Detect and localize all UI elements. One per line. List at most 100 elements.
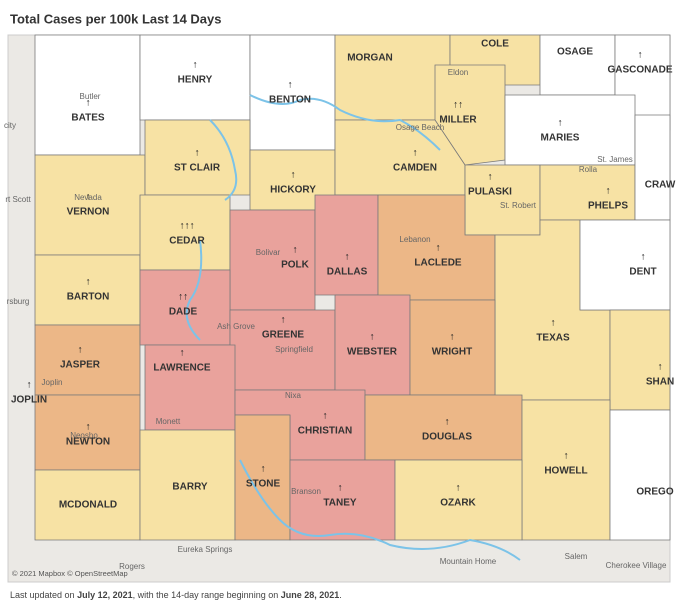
county	[139, 194, 231, 271]
county-label: HENRY	[178, 75, 213, 86]
trend-arrow: ↑	[293, 245, 298, 256]
trend-arrow: ↑	[450, 332, 455, 343]
trend-arrow: ↑	[641, 252, 646, 263]
trend-arrow: ↑	[658, 362, 663, 373]
county	[334, 34, 451, 121]
footer-text: , with the 14-day range beginning on	[132, 590, 281, 600]
place-label: St. James	[597, 155, 633, 164]
place-label: Rolla	[579, 165, 598, 174]
county	[34, 254, 141, 326]
county-label: BENTON	[269, 95, 311, 106]
county-label: DADE	[169, 307, 198, 318]
trend-arrow: ↑	[291, 170, 296, 181]
county-label: CAMDEN	[393, 163, 437, 174]
county-label: MILLER	[439, 115, 477, 126]
place-label: Mountain Home	[440, 557, 497, 566]
labels: Butler Eldon Osage Beach Nevada Lebanon St. R…	[4, 39, 676, 571]
lake	[249, 94, 441, 151]
county-label: GREENE	[262, 330, 305, 341]
trend-arrow: ↑	[445, 417, 450, 428]
footer: Last updated on July 12, 2021, with the …	[10, 590, 342, 600]
county	[364, 394, 523, 461]
county	[609, 309, 671, 411]
trend-arrow: ↑	[413, 148, 418, 159]
trend-arrow: ↑	[638, 50, 643, 61]
county-label: PHELPS	[588, 201, 628, 212]
trend-arrow: ↑	[456, 483, 461, 494]
place-label: Bolivar	[256, 248, 281, 257]
place-label: Salem	[565, 552, 588, 561]
county	[609, 409, 671, 541]
county-label: BATES	[71, 113, 104, 124]
county-label: BARRY	[172, 482, 208, 493]
county	[334, 294, 411, 396]
place-label: rt Scott	[5, 195, 31, 204]
trend-arrow: ↑	[323, 411, 328, 422]
trend-arrow: ↑	[86, 192, 91, 203]
footer-date: July 12, 2021	[77, 590, 133, 600]
place-label: Eldon	[448, 68, 468, 77]
place-label: rsburg	[7, 297, 30, 306]
trend-arrow: ↑↑	[453, 100, 463, 111]
trend-arrow: ↑	[558, 118, 563, 129]
trend-arrow: ↑	[78, 345, 83, 356]
county	[314, 194, 379, 296]
trend-arrow: ↑	[564, 451, 569, 462]
county-label: VERNON	[67, 207, 110, 218]
county-label: WRIGHT	[432, 347, 473, 358]
counties	[34, 34, 671, 541]
county	[34, 154, 146, 256]
county-label: TANEY	[323, 498, 356, 509]
county-label: WEBSTER	[347, 347, 398, 358]
place-label: Joplin	[42, 378, 63, 387]
trend-arrow: ↑	[261, 464, 266, 475]
county-label: JASPER	[60, 360, 101, 371]
county-label: HICKORY	[270, 185, 316, 196]
place-label: Butler	[80, 92, 101, 101]
trend-arrow: ↑	[345, 252, 350, 263]
place-label: Branson	[291, 487, 321, 496]
trend-arrow: ↑	[281, 315, 286, 326]
trend-arrow: ↑	[488, 172, 493, 183]
river	[209, 119, 238, 201]
trend-arrow: ↑	[27, 380, 32, 391]
county-label: SHAN	[646, 377, 674, 388]
place-label: Lebanon	[399, 235, 430, 244]
county-label: DENT	[629, 267, 656, 278]
county-label: JOPLIN	[11, 395, 47, 406]
county-label: MARIES	[541, 133, 580, 144]
place-label: Eureka Springs	[178, 545, 233, 554]
trend-arrow: ↑↑	[178, 292, 188, 303]
map: Total Cases per 100k Last 14 Days Butler…	[4, 11, 676, 583]
county-label: HOWELL	[544, 466, 587, 477]
county-label: STONE	[246, 479, 281, 490]
trend-arrow: ↑	[338, 483, 343, 494]
county-label: CEDAR	[169, 236, 205, 247]
trend-arrow: ↑	[288, 80, 293, 91]
county-label: OSAGE	[557, 47, 593, 58]
trend-arrow: ↑	[180, 348, 185, 359]
county	[579, 219, 671, 311]
place-label: St. Robert	[500, 201, 537, 210]
place-label: Neosho	[70, 431, 98, 440]
place-label: Nevada	[74, 193, 102, 202]
county-label: OZARK	[440, 498, 476, 509]
county-label: BARTON	[67, 292, 110, 303]
place-label: Monett	[156, 417, 181, 426]
attribution: © 2021 Mapbox © OpenStreetMap	[12, 569, 128, 578]
county-label: NEWTON	[66, 437, 110, 448]
footer-date: June 28, 2021	[280, 590, 340, 600]
trend-arrow: ↑	[370, 332, 375, 343]
county-label: CHRISTIAN	[298, 426, 352, 437]
title: Total Cases per 100k Last 14 Days	[10, 11, 222, 26]
county-label: COLE	[481, 39, 509, 50]
trend-arrow: ↑↑↑	[180, 221, 195, 232]
county-label: PULASKI	[468, 187, 512, 198]
county-label: MORGAN	[347, 53, 393, 64]
trend-arrow: ↑	[86, 422, 91, 433]
trend-arrow: ↑	[436, 243, 441, 254]
county-label: DOUGLAS	[422, 432, 472, 443]
footer-text: Last updated on	[10, 590, 78, 600]
place-label: Osage Beach	[396, 123, 444, 132]
